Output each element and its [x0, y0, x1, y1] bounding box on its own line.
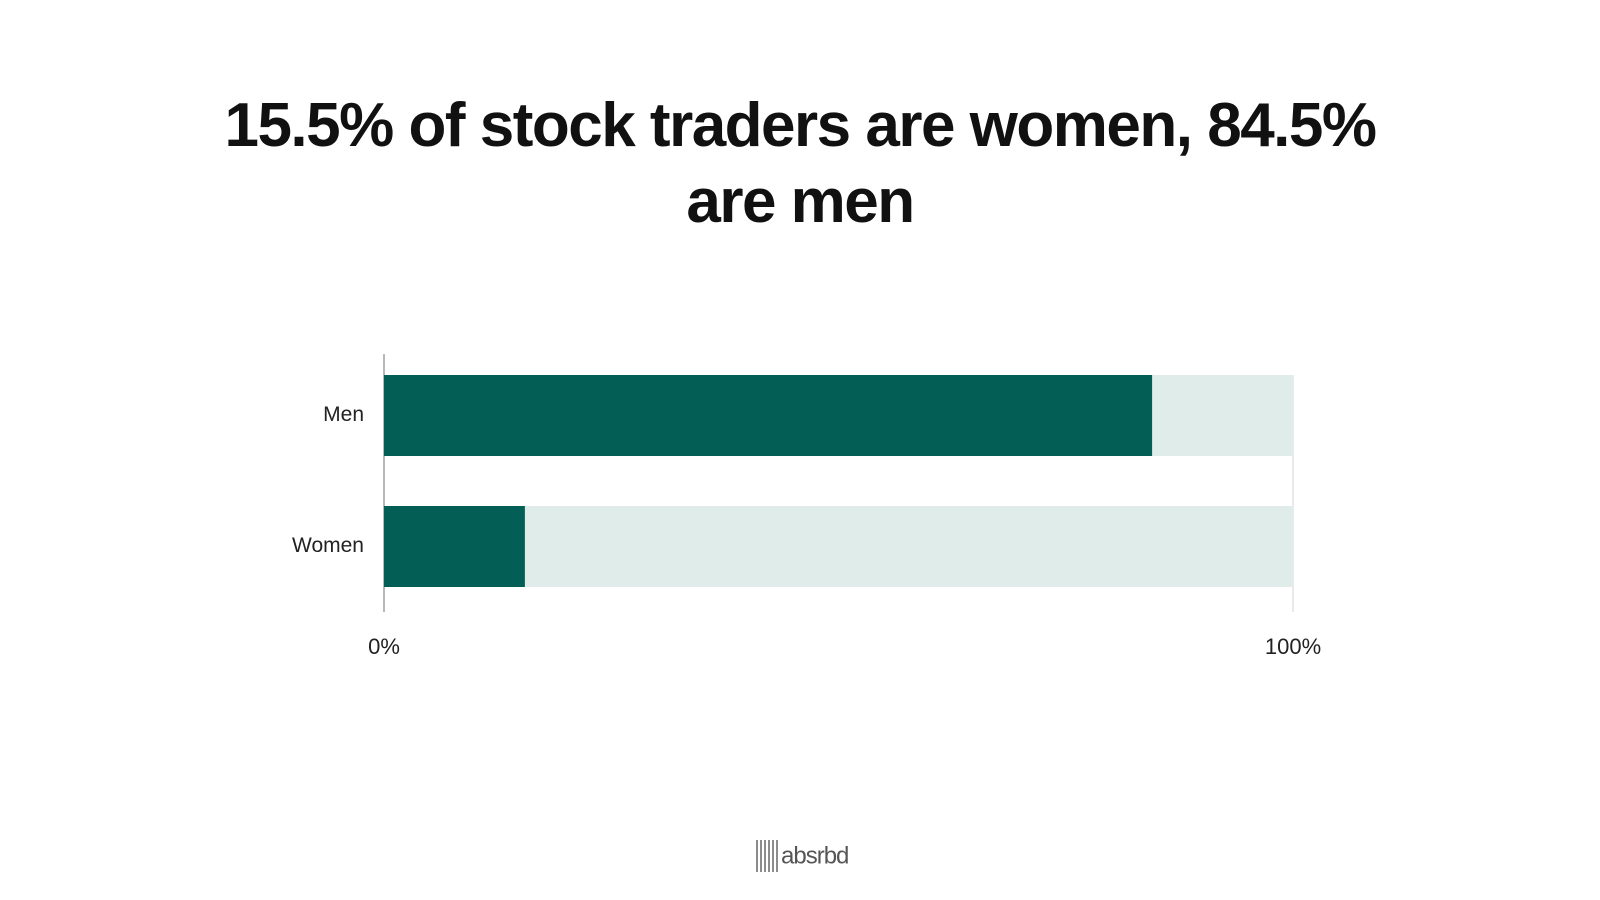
- bar: [384, 375, 1153, 456]
- bar-track: [384, 506, 1293, 587]
- y-tick-label: Women: [292, 534, 364, 557]
- y-tick-label: Men: [323, 403, 364, 426]
- x-tick-label: 0%: [368, 634, 400, 659]
- logo-icon: [756, 840, 778, 872]
- brand: absrbd: [781, 842, 848, 869]
- x-tick-label: 100%: [1265, 634, 1321, 659]
- chart-title: 15.5% of stock traders are women, 84.5% …: [224, 91, 1377, 236]
- bar: [384, 506, 525, 587]
